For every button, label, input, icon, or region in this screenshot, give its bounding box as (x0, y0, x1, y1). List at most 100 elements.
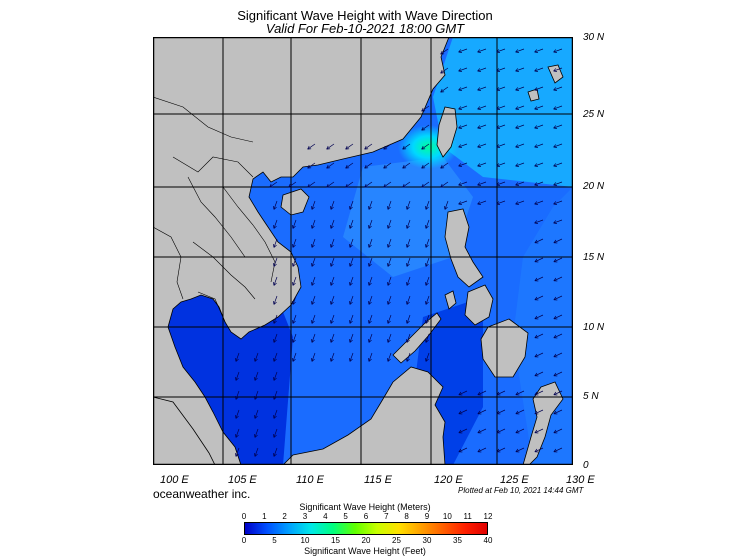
feet-tick: 30 (422, 536, 432, 545)
wave-arrow (515, 162, 525, 167)
wave-arrow (254, 371, 259, 381)
wave-arrow (553, 238, 563, 244)
wave-arrow (307, 181, 316, 188)
wave-arrow (273, 295, 278, 305)
wave-arrow (534, 48, 544, 53)
lat-label: 25 N (583, 109, 605, 120)
wave-arrow (349, 333, 354, 343)
wave-arrow (496, 200, 506, 205)
wave-arrow (458, 428, 468, 434)
wave-arrow (292, 314, 297, 324)
wave-arrow (311, 276, 316, 286)
wave-arrow (534, 143, 544, 148)
wave-arrow (515, 181, 525, 186)
wave-arrow (458, 447, 468, 453)
wave-arrow (387, 352, 392, 362)
wave-arrow (458, 48, 468, 53)
wave-arrow (421, 181, 430, 188)
wave-arrow (406, 295, 411, 305)
wave-arrow (402, 143, 411, 150)
wave-arrow (387, 219, 392, 229)
wave-arrow (534, 371, 544, 377)
meters-tick: 11 (463, 512, 472, 521)
wave-arrow (477, 67, 487, 72)
wave-arrow (553, 390, 563, 396)
wave-arrow (345, 143, 354, 150)
map-frame (153, 37, 573, 465)
wave-arrow (387, 257, 392, 267)
wave-arrow (383, 181, 392, 188)
wave-arrow (440, 67, 449, 74)
wave-arrow (254, 352, 259, 362)
wave-arrow (425, 238, 430, 248)
wave-arrow (458, 124, 468, 129)
wave-arrow (425, 352, 430, 362)
wave-arrow (273, 409, 278, 419)
wave-arrow (458, 162, 468, 167)
wave-arrow (425, 295, 430, 305)
wave-arrow (311, 333, 316, 343)
wave-arrow (235, 428, 240, 438)
wave-arrow (254, 447, 259, 457)
lat-label: 5 N (583, 391, 599, 402)
wave-arrow (425, 276, 430, 286)
wave-arrow (269, 181, 278, 188)
wave-arrow (477, 86, 487, 91)
wave-arrow (387, 314, 392, 324)
plotted-timestamp: Plotted at Feb 10, 2021 14:44 GMT (458, 486, 584, 495)
wave-arrow (553, 295, 563, 301)
wave-arrow (402, 181, 411, 188)
wave-arrow (534, 428, 544, 434)
wave-arrow (458, 143, 468, 148)
wave-arrow (383, 143, 392, 150)
meters-tick: 10 (442, 512, 452, 521)
wave-arrow (235, 390, 240, 400)
wave-arrow (440, 86, 449, 93)
lat-label: 20 N (583, 181, 605, 192)
wave-arrow (534, 276, 544, 282)
wave-arrow (534, 162, 544, 167)
wave-arrow (292, 238, 297, 248)
wave-arrow (425, 219, 430, 229)
wave-arrow (553, 352, 563, 358)
wave-arrow (496, 162, 506, 167)
wave-arrow (553, 105, 563, 110)
wave-arrow (254, 390, 259, 400)
wave-arrow (387, 238, 392, 248)
wave-arrow (330, 257, 335, 267)
wave-arrow (330, 219, 335, 229)
wave-direction-arrows (235, 48, 563, 457)
wave-height-map (153, 37, 573, 465)
wave-arrow (273, 276, 278, 286)
wave-arrow (496, 447, 506, 453)
wave-arrow (496, 105, 506, 110)
wave-arrow (477, 409, 487, 415)
wave-arrow (387, 295, 392, 305)
meters-tick: 0 (241, 512, 247, 521)
wave-arrow (273, 219, 278, 229)
wave-arrow (496, 143, 506, 148)
wave-arrow (406, 276, 411, 286)
wave-arrow (273, 390, 278, 400)
wave-arrow (425, 200, 430, 210)
wave-arrow (368, 295, 373, 305)
lat-label: 0 (583, 460, 589, 471)
feet-tick: 10 (300, 536, 310, 545)
wave-arrow (402, 162, 411, 169)
wave-arrow (345, 181, 354, 188)
wave-arrow (425, 257, 430, 267)
wave-arrow (254, 428, 259, 438)
wave-arrow (534, 124, 544, 129)
wave-arrow (292, 295, 297, 305)
wave-arrow (307, 143, 316, 150)
wave-arrow (477, 428, 487, 434)
wave-arrow (288, 181, 297, 188)
wave-arrow (406, 352, 411, 362)
feet-tick: 5 (272, 536, 277, 545)
wave-arrow (534, 314, 544, 320)
wave-arrow (254, 409, 259, 419)
wave-arrow (458, 409, 468, 415)
wave-arrow (387, 333, 392, 343)
wave-arrow (515, 447, 525, 453)
wave-arrow (235, 371, 240, 381)
